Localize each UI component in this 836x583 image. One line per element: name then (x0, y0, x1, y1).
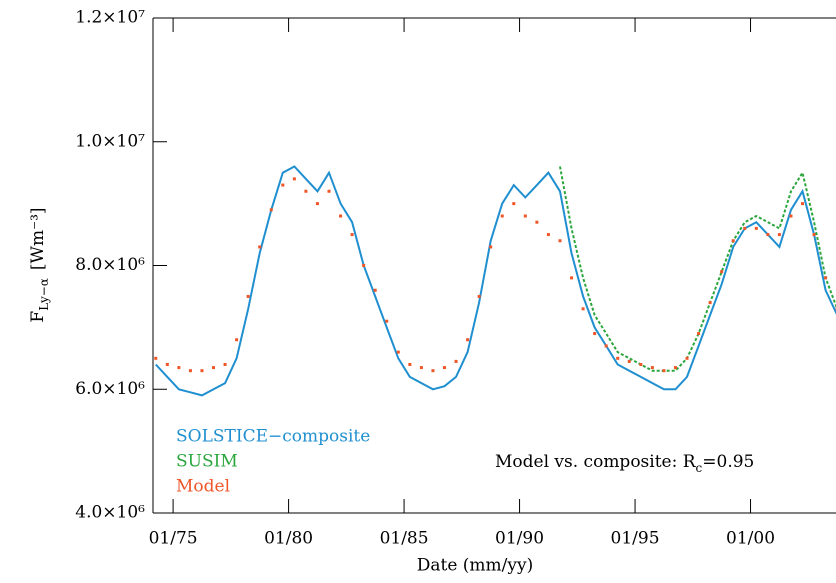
y-axis-label: FLy−α [Wm⁻³] (28, 207, 51, 322)
annotation: Model vs. composite: Rc=0.95 (495, 452, 754, 475)
data-point (582, 307, 585, 310)
data-point (824, 276, 827, 279)
x-tick-label: 01/85 (380, 529, 429, 549)
data-point (316, 202, 319, 205)
data-point (489, 245, 492, 248)
data-point (651, 366, 654, 369)
data-point (397, 351, 400, 354)
data-point (293, 177, 296, 180)
data-point (478, 295, 481, 298)
data-point (501, 215, 504, 218)
data-point (686, 357, 689, 360)
data-point (789, 215, 792, 218)
data-point (639, 363, 642, 366)
data-point (466, 338, 469, 341)
data-point (281, 184, 284, 187)
data-point (224, 363, 227, 366)
data-point (720, 270, 723, 273)
y-label-unit: [Wm⁻³] (28, 207, 48, 270)
data-point (674, 366, 677, 369)
data-point (605, 344, 608, 347)
data-point (212, 366, 215, 369)
data-point (766, 233, 769, 236)
data-point (235, 338, 238, 341)
legend-entry: Model (176, 477, 230, 497)
data-point (547, 233, 550, 236)
x-tick-label: 01/80 (264, 529, 313, 549)
data-point (813, 233, 816, 236)
data-point (177, 366, 180, 369)
data-point (732, 239, 735, 242)
data-point (535, 221, 538, 224)
x-tick-label: 01/90 (495, 529, 544, 549)
data-point (247, 295, 250, 298)
legend-entry: SOLSTICE−composite (176, 427, 370, 447)
data-point (362, 264, 365, 267)
x-tick-label: 01/00 (726, 529, 775, 549)
y-label-main: F (28, 311, 48, 323)
data-point (408, 363, 411, 366)
data-point (351, 233, 354, 236)
data-point (270, 208, 273, 211)
data-point (431, 369, 434, 372)
data-point (455, 360, 458, 363)
data-point (558, 239, 561, 242)
data-point (628, 360, 631, 363)
y-tick-label: 1.2×10⁷ (75, 8, 145, 28)
series-line (156, 167, 836, 396)
x-tick-label: 01/95 (611, 529, 660, 549)
y-tick-label: 4.0×10⁶ (75, 503, 145, 523)
data-point (154, 357, 157, 360)
y-tick-label: 6.0×10⁶ (75, 379, 145, 399)
data-point (420, 366, 423, 369)
data-point (524, 215, 527, 218)
data-point (662, 369, 665, 372)
data-point (166, 363, 169, 366)
data-point (385, 320, 388, 323)
data-point (778, 233, 781, 236)
data-point (801, 202, 804, 205)
annotation-rest: =0.95 (702, 452, 754, 472)
data-point (304, 190, 307, 193)
data-point (709, 301, 712, 304)
x-axis-label: Date (mm/yy) (417, 556, 534, 576)
data-point (593, 332, 596, 335)
y-tick-label: 1.0×10⁷ (75, 131, 145, 151)
data-point (443, 366, 446, 369)
annotation-text: Model vs. composite: R (495, 452, 697, 472)
data-point (189, 369, 192, 372)
data-point (328, 190, 331, 193)
y-tick-label: 8.0×10⁶ (75, 255, 145, 275)
data-point (616, 357, 619, 360)
data-point (755, 227, 758, 230)
data-point (200, 369, 203, 372)
data-point (374, 289, 377, 292)
data-point (570, 276, 573, 279)
y-label-sub: Ly−α (37, 278, 51, 311)
data-point (512, 202, 515, 205)
x-tick-label: 01/75 (149, 529, 198, 549)
data-point (697, 332, 700, 335)
data-point (339, 215, 342, 218)
legend-entry: SUSIM (176, 452, 238, 472)
data-point (258, 245, 261, 248)
data-point (743, 227, 746, 230)
